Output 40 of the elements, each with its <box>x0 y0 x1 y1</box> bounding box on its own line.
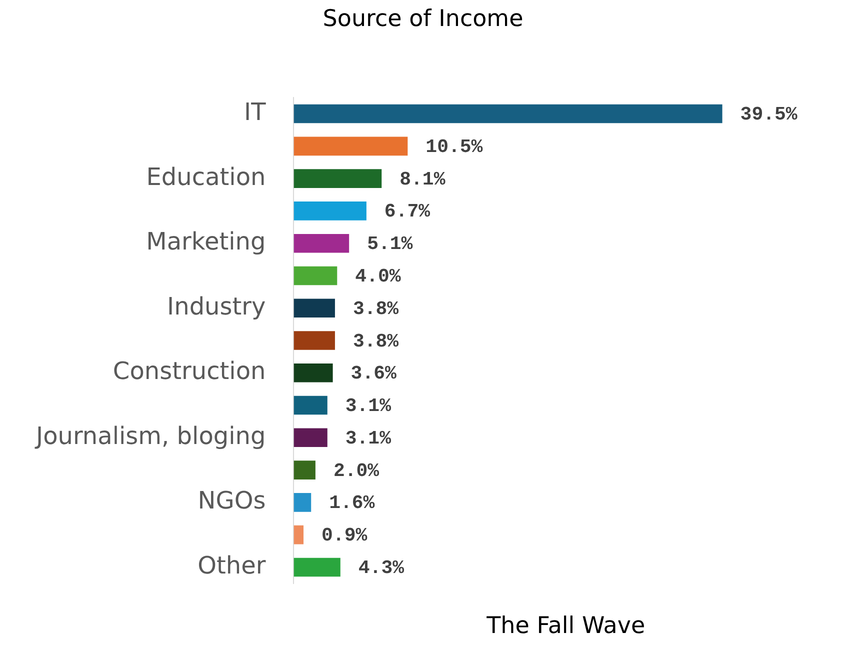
y-tick-label: Construction <box>112 357 266 386</box>
y-tick-label: Education <box>146 162 266 191</box>
bar <box>294 525 304 544</box>
data-label: 8.1% <box>400 168 446 190</box>
x-axis-title: The Fall Wave <box>486 613 646 640</box>
data-label: 0.9% <box>322 524 368 547</box>
chart-title: Source of Income <box>322 6 524 32</box>
data-label: 5.1% <box>367 233 414 256</box>
bar <box>294 202 366 220</box>
bar <box>294 460 316 480</box>
y-tick-label: IT <box>244 98 266 126</box>
bar <box>294 169 382 188</box>
data-label: 4.3% <box>358 556 405 579</box>
bar <box>294 234 350 253</box>
bar <box>294 363 333 382</box>
y-tick-label: Industry <box>167 292 266 320</box>
data-label: 3.1% <box>345 427 392 450</box>
data-label: 10.5% <box>426 136 484 158</box>
bar <box>294 266 338 286</box>
data-label: 6.7% <box>384 200 431 223</box>
data-label: 3.8% <box>352 330 400 352</box>
y-tick-label: NGOs <box>198 486 266 515</box>
data-label: 2.0% <box>333 460 380 482</box>
bar <box>294 558 340 577</box>
data-label: 3.8% <box>352 298 400 320</box>
data-label: 3.6% <box>350 362 398 385</box>
data-label: 4.0% <box>355 266 402 288</box>
bar <box>294 428 328 448</box>
data-label: 3.1% <box>345 395 392 418</box>
data-label: 1.6% <box>329 492 376 514</box>
bar <box>294 298 335 318</box>
bar <box>294 396 328 415</box>
y-tick-label: Journalism, bloging <box>34 422 266 450</box>
y-tick-label: Marketing <box>146 228 266 256</box>
bar <box>294 493 312 512</box>
bar <box>294 136 408 156</box>
data-label: 39.5% <box>740 104 798 126</box>
bar <box>294 331 335 350</box>
y-tick-label: Other <box>198 551 266 580</box>
bar <box>294 104 722 124</box>
